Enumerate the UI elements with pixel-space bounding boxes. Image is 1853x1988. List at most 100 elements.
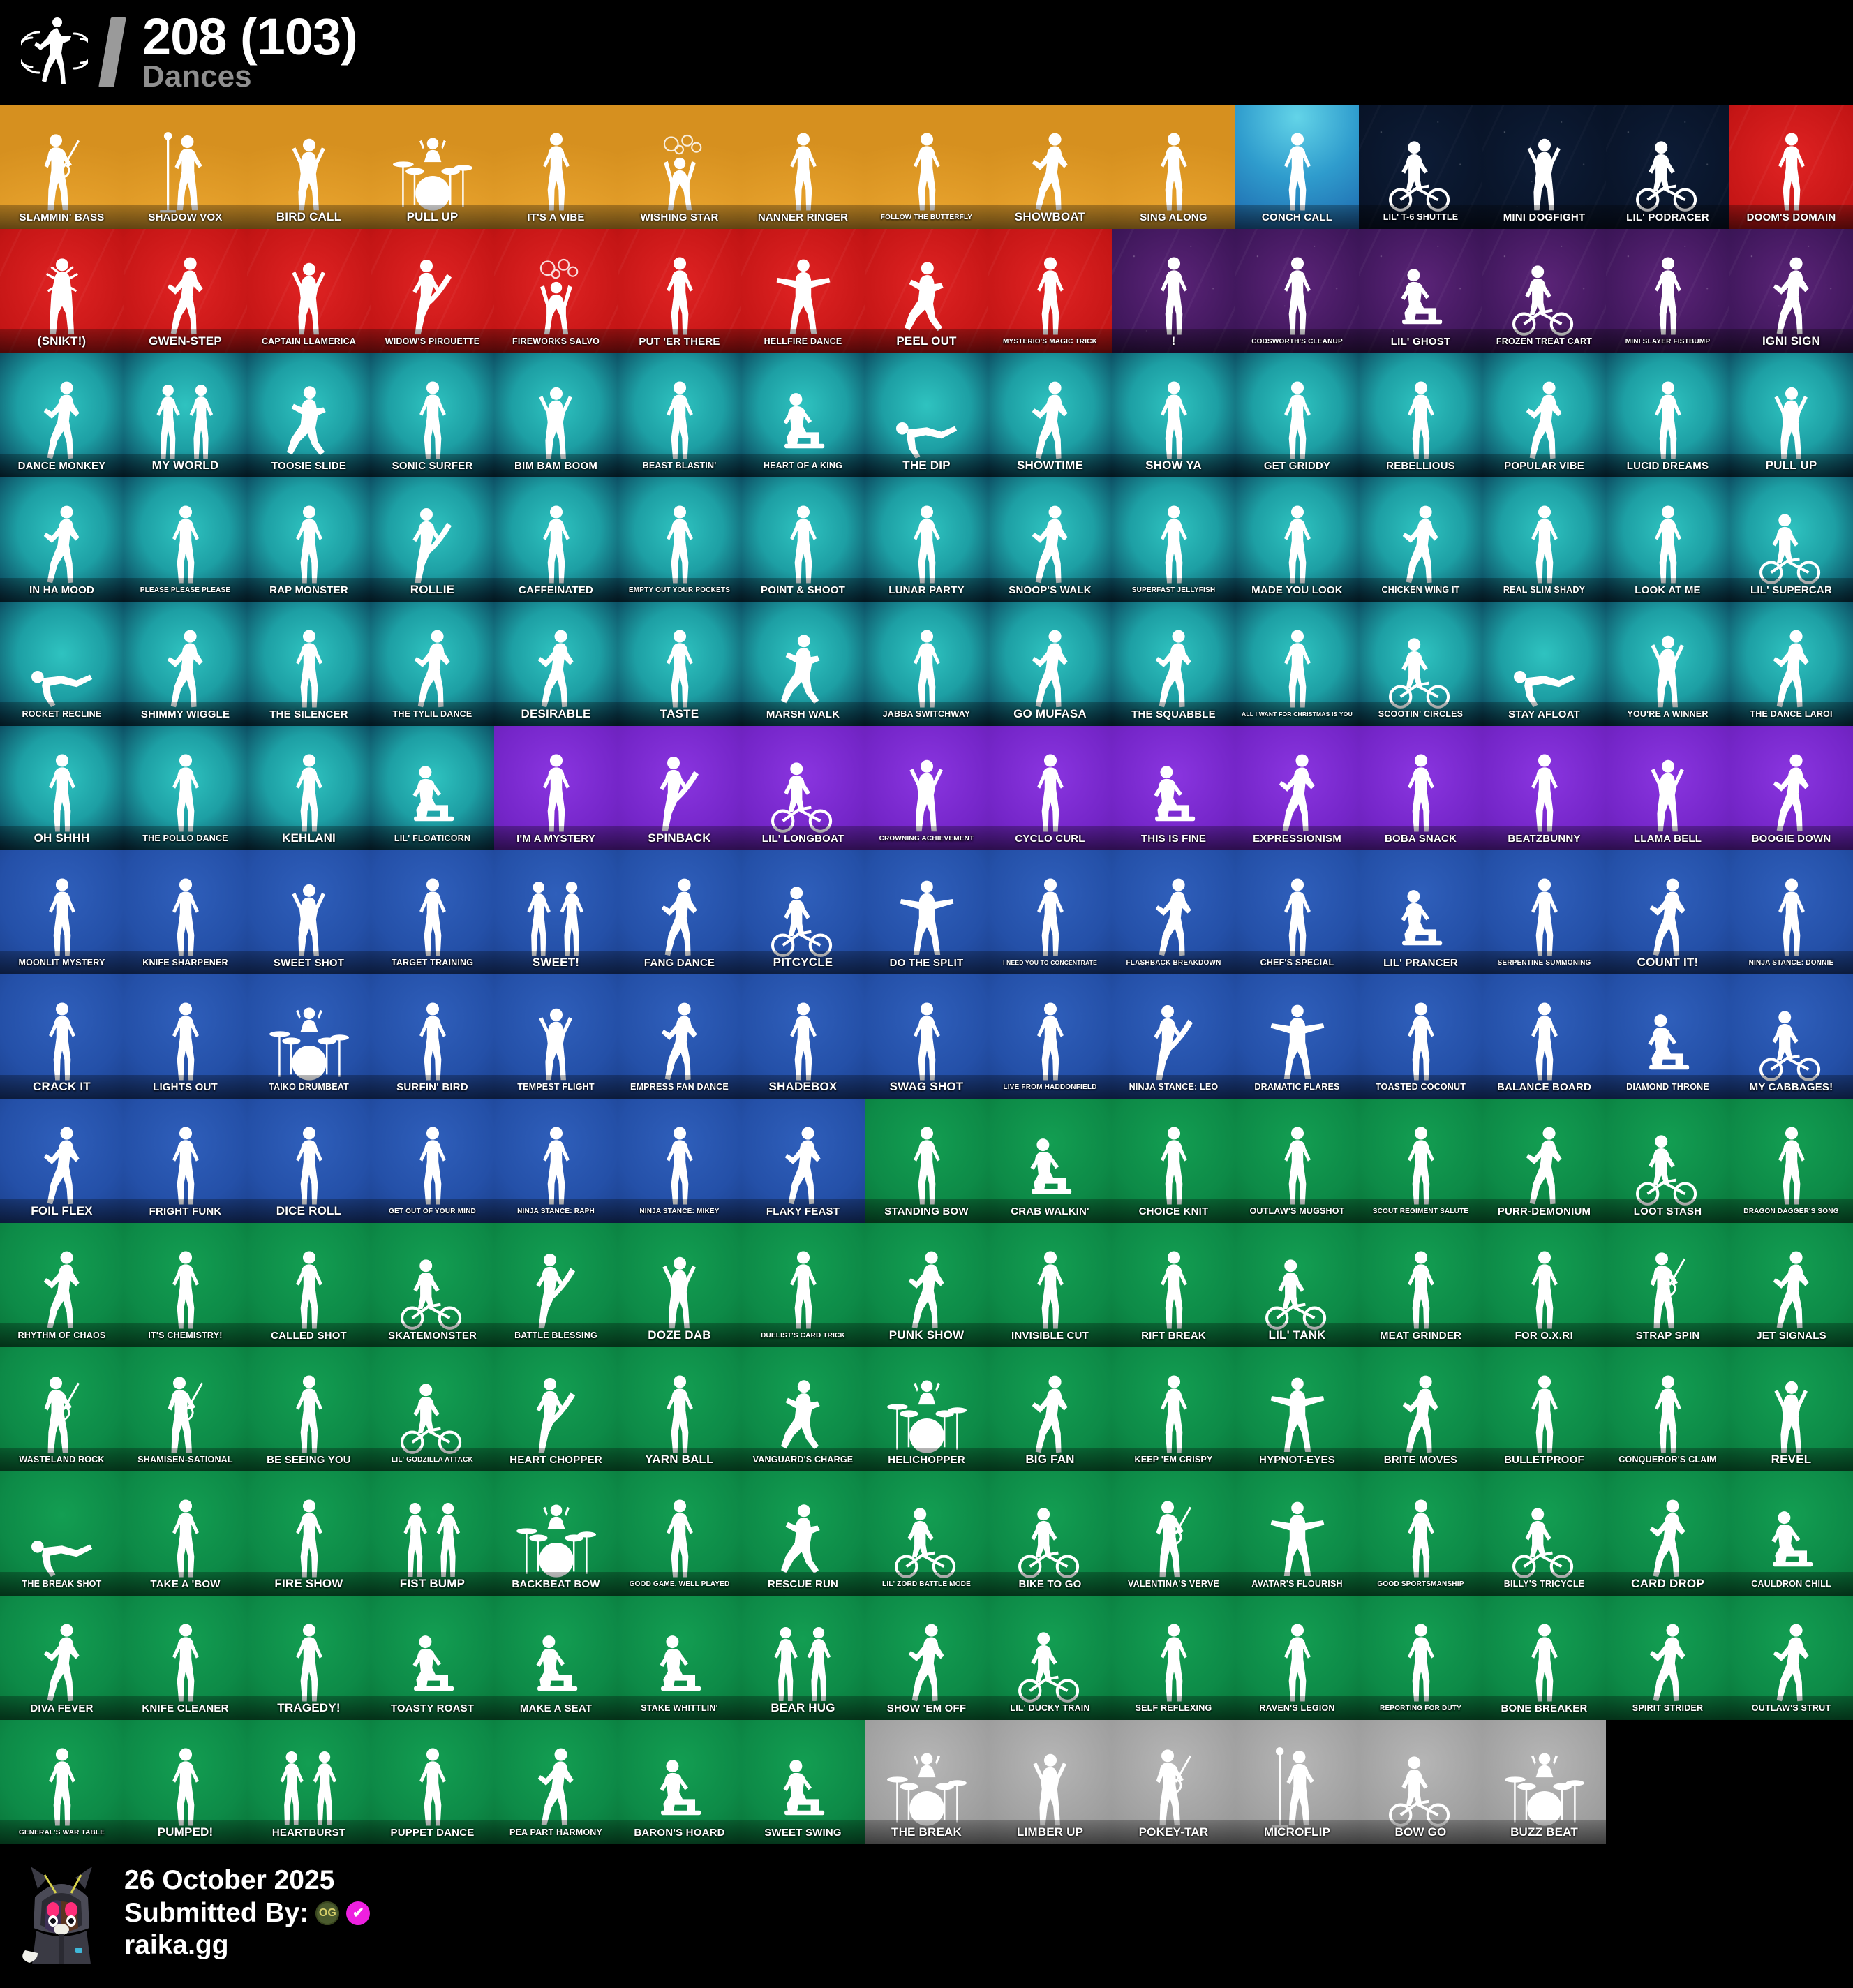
emote-tile[interactable]: SPIRIT STRIDER [1606, 1596, 1729, 1720]
emote-tile[interactable]: COUNT IT! [1606, 850, 1729, 974]
emote-tile[interactable]: CAPTAIN LLAMERICA [247, 229, 371, 353]
emote-tile[interactable]: MYSTERIO'S MAGIC TRICK [988, 229, 1112, 353]
emote-tile[interactable]: REBELLIOUS [1359, 353, 1482, 477]
emote-tile[interactable]: LIMBER UP [988, 1720, 1112, 1844]
emote-tile[interactable]: SHOWBOAT [988, 105, 1112, 229]
emote-tile[interactable]: DOZE DAB [618, 1223, 741, 1347]
emote-tile[interactable]: SWEET SWING [741, 1720, 865, 1844]
emote-tile[interactable]: WASTELAND ROCK [0, 1347, 124, 1471]
emote-tile[interactable]: MADE YOU LOOK [1235, 477, 1359, 602]
emote-tile[interactable]: FOR O.X.R! [1482, 1223, 1606, 1347]
emote-tile[interactable]: DICE ROLL [247, 1099, 371, 1223]
emote-tile[interactable]: CARD DROP [1606, 1471, 1729, 1596]
emote-tile[interactable]: RAVEN'S LEGION [1235, 1596, 1359, 1720]
emote-tile[interactable]: LOOK AT ME [1606, 477, 1729, 602]
emote-tile[interactable]: VANGUARD'S CHARGE [741, 1347, 865, 1471]
emote-tile[interactable]: NINJA STANCE: MIKEY [618, 1099, 741, 1223]
emote-tile[interactable]: LIL' SUPERCAR [1729, 477, 1853, 602]
emote-tile[interactable]: EMPTY OUT YOUR POCKETS [618, 477, 741, 602]
emote-tile[interactable]: FLASHBACK BREAKDOWN [1112, 850, 1235, 974]
emote-tile[interactable]: BOOGIE DOWN [1729, 726, 1853, 850]
emote-tile[interactable]: GWEN-STEP [124, 229, 247, 353]
emote-tile[interactable]: BIKE TO GO [988, 1471, 1112, 1596]
emote-tile[interactable]: REAL SLIM SHADY [1482, 477, 1606, 602]
emote-tile[interactable]: THE TYLIL DANCE [371, 602, 494, 726]
emote-tile[interactable]: TARGET TRAINING [371, 850, 494, 974]
emote-tile[interactable]: SHADOW VOX [124, 105, 247, 229]
emote-tile[interactable]: SWAG SHOT [865, 974, 988, 1099]
emote-tile[interactable]: CROWNING ACHIEVEMENT [865, 726, 988, 850]
emote-tile[interactable]: PULL UP [1729, 353, 1853, 477]
emote-tile[interactable]: IT'S CHEMISTRY! [124, 1223, 247, 1347]
emote-tile[interactable]: JABBA SWITCHWAY [865, 602, 988, 726]
emote-tile[interactable]: SCOOTIN' CIRCLES [1359, 602, 1482, 726]
emote-tile[interactable]: SUPERFAST JELLYFISH [1112, 477, 1235, 602]
emote-tile[interactable]: GET OUT OF YOUR MIND [371, 1099, 494, 1223]
emote-tile[interactable]: FIRE SHOW [247, 1471, 371, 1596]
emote-tile[interactable]: FLAKY FEAST [741, 1099, 865, 1223]
emote-tile[interactable]: GOOD GAME, WELL PLAYED [618, 1471, 741, 1596]
emote-tile[interactable]: LUCID DREAMS [1606, 353, 1729, 477]
emote-tile[interactable]: MARSH WALK [741, 602, 865, 726]
emote-tile[interactable]: CONCH CALL [1235, 105, 1359, 229]
emote-tile[interactable]: BE SEEING YOU [247, 1347, 371, 1471]
emote-tile[interactable]: WISHING STAR [618, 105, 741, 229]
emote-tile[interactable]: (SNIKT!) [0, 229, 124, 353]
emote-tile[interactable]: LIL' GHOST [1359, 229, 1482, 353]
emote-tile[interactable]: OH SHHH [0, 726, 124, 850]
emote-tile[interactable]: KEEP 'EM CRISPY [1112, 1347, 1235, 1471]
emote-tile[interactable]: PUPPET DANCE [371, 1720, 494, 1844]
emote-tile[interactable]: HEART OF A KING [741, 353, 865, 477]
emote-tile[interactable]: ALL I WANT FOR CHRISTMAS IS YOU [1235, 602, 1359, 726]
emote-tile[interactable]: BACKBEAT BOW [494, 1471, 618, 1596]
emote-tile[interactable]: LOOT STASH [1606, 1099, 1729, 1223]
emote-tile[interactable]: HEARTBURST [247, 1720, 371, 1844]
emote-tile[interactable]: EMPRESS FAN DANCE [618, 974, 741, 1099]
emote-tile[interactable]: OUTLAW'S STRUT [1729, 1596, 1853, 1720]
emote-tile[interactable]: TOASTY ROAST [371, 1596, 494, 1720]
emote-tile[interactable]: MY WORLD [124, 353, 247, 477]
emote-tile[interactable]: PEA PART HARMONY [494, 1720, 618, 1844]
emote-tile[interactable]: YARN BALL [618, 1347, 741, 1471]
emote-tile[interactable]: FIST BUMP [371, 1471, 494, 1596]
emote-tile[interactable]: DRAGON DAGGER'S SONG [1729, 1099, 1853, 1223]
emote-tile[interactable]: STANDING BOW [865, 1099, 988, 1223]
emote-tile[interactable]: THIS IS FINE [1112, 726, 1235, 850]
emote-tile[interactable]: BOBA SNACK [1359, 726, 1482, 850]
emote-tile[interactable]: TOASTED COCONUT [1359, 974, 1482, 1099]
emote-tile[interactable]: CALLED SHOT [247, 1223, 371, 1347]
emote-tile[interactable]: THE POLLO DANCE [124, 726, 247, 850]
emote-tile[interactable]: EXPRESSIONISM [1235, 726, 1359, 850]
emote-tile[interactable]: SURFIN' BIRD [371, 974, 494, 1099]
emote-tile[interactable]: SONIC SURFER [371, 353, 494, 477]
emote-tile[interactable]: LIL' DUCKY TRAIN [988, 1596, 1112, 1720]
emote-tile[interactable]: MAKE A SEAT [494, 1596, 618, 1720]
emote-tile[interactable]: BRITE MOVES [1359, 1347, 1482, 1471]
emote-tile[interactable]: SPINBACK [618, 726, 741, 850]
emote-tile[interactable]: BEAR HUG [741, 1596, 865, 1720]
emote-tile[interactable]: LIVE FROM HADDONFIELD [988, 974, 1112, 1099]
emote-tile[interactable]: MINI DOGFIGHT [1482, 105, 1606, 229]
emote-tile[interactable]: DANCE MONKEY [0, 353, 124, 477]
emote-tile[interactable]: LIL' LONGBOAT [741, 726, 865, 850]
emote-tile[interactable]: MEAT GRINDER [1359, 1223, 1482, 1347]
emote-tile[interactable]: SELF REFLEXING [1112, 1596, 1235, 1720]
emote-tile[interactable]: BIM BAM BOOM [494, 353, 618, 477]
emote-tile[interactable]: STAY AFLOAT [1482, 602, 1606, 726]
emote-tile[interactable]: IN HA MOOD [0, 477, 124, 602]
emote-tile[interactable]: BIG FAN [988, 1347, 1112, 1471]
emote-tile[interactable]: CODSWORTH'S CLEANUP [1235, 229, 1359, 353]
emote-tile[interactable]: SWEET! [494, 850, 618, 974]
emote-tile[interactable]: CHOICE KNIT [1112, 1099, 1235, 1223]
emote-tile[interactable]: MY CABBAGES! [1729, 974, 1853, 1099]
emote-tile[interactable]: BULLETPROOF [1482, 1347, 1606, 1471]
emote-tile[interactable]: ROLLIE [371, 477, 494, 602]
emote-tile[interactable]: ROCKET RECLINE [0, 602, 124, 726]
emote-tile[interactable]: YOU'RE A WINNER [1606, 602, 1729, 726]
emote-tile[interactable]: HELLFIRE DANCE [741, 229, 865, 353]
emote-tile[interactable]: NINJA STANCE: LEO [1112, 974, 1235, 1099]
emote-tile[interactable]: RESCUE RUN [741, 1471, 865, 1596]
emote-tile[interactable]: LIL' TANK [1235, 1223, 1359, 1347]
emote-tile[interactable]: MICROFLIP [1235, 1720, 1359, 1844]
emote-tile[interactable]: SHOWTIME [988, 353, 1112, 477]
